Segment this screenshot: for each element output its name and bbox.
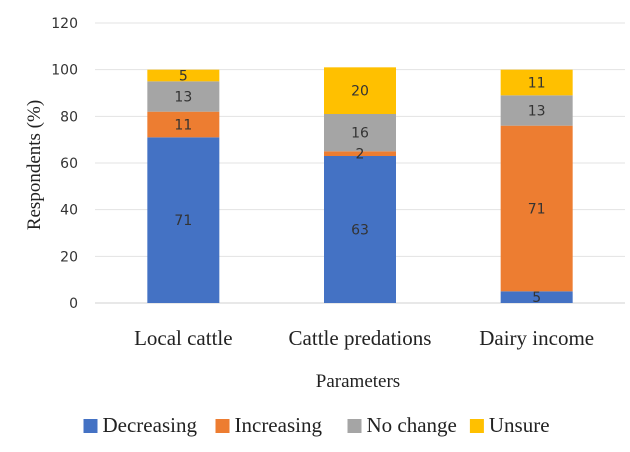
y-axis-title: Respondents (%) (24, 100, 45, 230)
legend-label: Decreasing (103, 413, 198, 437)
bar-segment-decreasing (500, 291, 573, 303)
legend-item-decreasing: Decreasing (83, 413, 198, 437)
legend: Decreasing Increasing No change Unsure (83, 413, 550, 437)
data-label-no-change: 13 (528, 104, 546, 120)
y-tick-label: 120 (51, 16, 78, 32)
legend-label: Increasing (235, 413, 323, 437)
data-labels: 71 11 13 5 63 2 16 20 5 71 13 11 (174, 69, 545, 307)
y-tick-label: 40 (60, 203, 78, 219)
data-label-unsure: 20 (351, 84, 369, 100)
data-label-no-change: 13 (174, 90, 192, 106)
bar-segment-increasing (324, 151, 396, 156)
bar-segment-no-change (147, 81, 220, 112)
bar-segment-no-change (500, 95, 573, 126)
data-label-decreasing: 71 (174, 213, 192, 229)
legend-swatch (215, 419, 230, 433)
y-tick-label: 80 (60, 109, 78, 125)
legend-item-increasing: Increasing (215, 413, 323, 437)
data-label-increasing: 11 (174, 118, 192, 134)
y-tick-label: 60 (60, 156, 78, 172)
data-label-increasing: 71 (528, 202, 546, 218)
data-label-unsure: 5 (179, 69, 188, 85)
bar-segment-unsure (147, 69, 220, 82)
data-label-no-change: 16 (351, 126, 369, 142)
legend-item-no-change: No change (347, 413, 457, 437)
x-axis-categories: Local cattle Cattle predations Dairy incom… (134, 326, 594, 350)
data-label-decreasing: 63 (351, 223, 369, 239)
bars (147, 67, 573, 303)
x-axis-title: Parameters (316, 371, 400, 392)
legend-swatch (83, 419, 98, 433)
bar-segment-no-change (324, 114, 396, 152)
bar-segment-decreasing (324, 156, 396, 303)
bar-segment-unsure (500, 69, 573, 96)
bar-segment-unsure (324, 67, 396, 114)
y-axis-ticks: 0 20 40 60 80 100 120 (51, 16, 78, 312)
legend-label: Unsure (489, 413, 550, 437)
x-category-label: Cattle predations (289, 326, 432, 350)
x-category-label: Dairy income (479, 326, 594, 350)
bar-segment-decreasing (147, 137, 220, 303)
data-label-unsure: 11 (528, 76, 546, 92)
data-label-increasing: 2 (356, 147, 365, 163)
y-tick-label: 20 (60, 249, 78, 265)
legend-swatch (347, 419, 362, 433)
y-tick-label: 0 (69, 296, 78, 312)
x-category-label: Local cattle (134, 326, 233, 350)
bar-segment-increasing (147, 111, 220, 138)
legend-swatch (469, 419, 484, 433)
bar-segment-increasing (500, 125, 573, 292)
legend-item-unsure: Unsure (469, 413, 550, 437)
data-label-decreasing: 5 (532, 290, 541, 306)
y-tick-label: 100 (51, 63, 78, 79)
legend-label: No change (367, 413, 457, 437)
